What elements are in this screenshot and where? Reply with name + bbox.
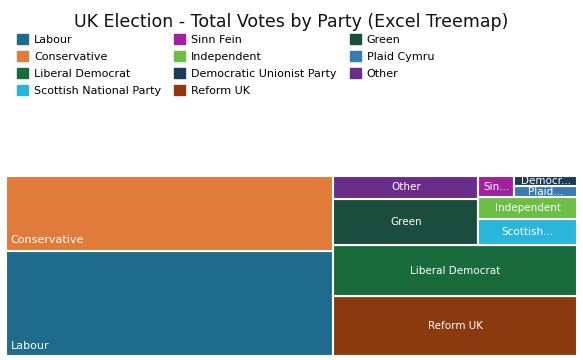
Bar bbox=[333, 245, 577, 296]
Text: Sin...: Sin... bbox=[483, 182, 510, 192]
Bar bbox=[6, 251, 333, 356]
Bar bbox=[333, 296, 577, 356]
Bar bbox=[479, 219, 577, 245]
Bar bbox=[333, 198, 479, 245]
Bar bbox=[6, 176, 333, 251]
Bar bbox=[333, 176, 479, 198]
Text: Reform UK: Reform UK bbox=[428, 321, 483, 332]
Text: Other: Other bbox=[391, 183, 421, 193]
Text: Liberal Democrat: Liberal Democrat bbox=[410, 266, 500, 276]
Text: Scottish...: Scottish... bbox=[502, 227, 554, 237]
Bar bbox=[514, 176, 577, 186]
Text: Conservative: Conservative bbox=[10, 235, 84, 245]
Bar bbox=[479, 197, 577, 219]
Text: Plaid...: Plaid... bbox=[528, 187, 564, 197]
Bar bbox=[479, 176, 514, 197]
Legend: Labour, Conservative, Liberal Democrat, Scottish National Party, Sinn Fein, Inde: Labour, Conservative, Liberal Democrat, … bbox=[17, 34, 434, 96]
Text: Independent: Independent bbox=[495, 203, 561, 213]
Text: Green: Green bbox=[390, 217, 422, 227]
Text: UK Election - Total Votes by Party (Excel Treemap): UK Election - Total Votes by Party (Exce… bbox=[74, 13, 509, 31]
Bar bbox=[514, 186, 577, 197]
Text: Labour: Labour bbox=[10, 341, 49, 351]
Text: Democr...: Democr... bbox=[521, 176, 571, 186]
